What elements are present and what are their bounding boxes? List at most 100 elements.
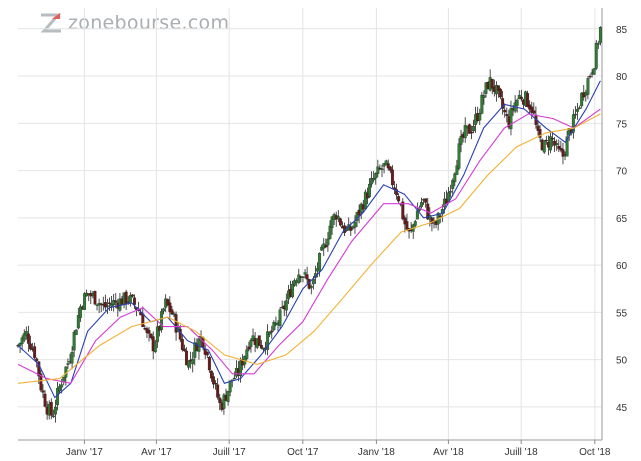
y-tick-label: 45 xyxy=(616,403,628,414)
candle-down xyxy=(41,390,45,393)
candle-down xyxy=(386,163,390,169)
candle-up xyxy=(66,363,70,365)
candle-down xyxy=(214,382,218,385)
candle-up xyxy=(420,201,423,207)
candle-up xyxy=(20,337,24,344)
candle-up xyxy=(594,42,598,69)
candle-down xyxy=(349,226,353,231)
candle-down xyxy=(505,114,509,116)
candle-up xyxy=(76,314,80,329)
candle-up xyxy=(459,135,463,145)
candle-up xyxy=(330,216,334,229)
candle-down xyxy=(182,348,186,352)
candle-up xyxy=(592,68,596,75)
candle-down xyxy=(424,198,428,203)
candle-down xyxy=(212,376,215,385)
candle-down xyxy=(503,109,507,113)
candle-up xyxy=(549,136,552,151)
candle-down xyxy=(141,313,145,328)
candle-down xyxy=(170,309,174,315)
candle-up xyxy=(291,283,295,298)
moving-average-100-line xyxy=(17,113,601,384)
candle-up xyxy=(232,377,236,380)
candle-down xyxy=(544,139,548,142)
candle-up xyxy=(60,384,64,388)
candle-up xyxy=(368,183,371,198)
candle-down xyxy=(557,145,561,149)
x-tick-label: Avr '17 xyxy=(141,447,172,458)
candle-down xyxy=(551,138,555,140)
x-tick-label: Janv '18 xyxy=(358,447,395,458)
x-tick-label: Janv '17 xyxy=(66,447,103,458)
candle-down xyxy=(49,402,53,416)
candle-down xyxy=(338,218,342,226)
candle-down xyxy=(561,149,565,157)
y-tick-label: 60 xyxy=(616,261,628,272)
candle-up xyxy=(376,166,380,174)
candle-down xyxy=(390,169,394,186)
candle-down xyxy=(559,148,563,151)
candle-up xyxy=(326,238,330,246)
moving-average-50-line xyxy=(17,108,601,384)
candle-up xyxy=(74,329,78,335)
candle-up xyxy=(480,94,484,114)
candle-up xyxy=(297,274,301,283)
candle-down xyxy=(395,189,399,196)
candle-down xyxy=(501,98,505,109)
candle-down xyxy=(99,303,103,305)
candle-up xyxy=(586,78,590,95)
candle-up xyxy=(542,140,546,153)
candle-up xyxy=(191,358,195,365)
candle-down xyxy=(39,373,43,391)
candle-up xyxy=(509,108,513,130)
candle-down xyxy=(257,335,261,346)
candle-down xyxy=(247,346,251,350)
candle-up xyxy=(374,173,378,179)
candle-up xyxy=(482,95,486,98)
candle-down xyxy=(305,274,309,280)
candle-down xyxy=(259,345,263,349)
candle-up xyxy=(162,308,166,312)
candle-up xyxy=(160,311,163,330)
candle-down xyxy=(168,302,172,312)
candle-up xyxy=(70,352,74,364)
candle-up xyxy=(272,321,276,331)
candle-up xyxy=(153,342,157,352)
candle-up xyxy=(463,125,467,139)
candle-up xyxy=(578,107,582,109)
candle-down xyxy=(397,196,401,202)
candle-down xyxy=(209,370,213,379)
candle-up xyxy=(451,180,455,189)
candle-down xyxy=(438,215,442,217)
candle-down xyxy=(270,330,274,333)
candle-up xyxy=(226,390,230,402)
candle-up xyxy=(449,191,453,193)
moving-average-20-line xyxy=(17,80,601,399)
candle-up xyxy=(571,114,575,133)
candle-up xyxy=(187,360,191,368)
x-tick-label: Juill '18 xyxy=(505,447,538,458)
candle-up xyxy=(596,43,600,45)
candle-up xyxy=(268,332,272,335)
candle-up xyxy=(172,313,176,316)
candle-up xyxy=(72,331,76,351)
candle-up xyxy=(58,386,62,392)
y-tick-label: 80 xyxy=(616,72,628,83)
candle-down xyxy=(401,201,405,220)
candle-up xyxy=(576,109,579,112)
candle-down xyxy=(149,333,153,338)
candle-down xyxy=(33,346,37,358)
candle-up xyxy=(51,415,55,418)
candle-down xyxy=(469,131,473,134)
candle-down xyxy=(133,297,136,305)
candle-down xyxy=(218,397,222,403)
candle-down xyxy=(532,110,536,114)
candle-up xyxy=(353,221,357,228)
candle-down xyxy=(108,302,111,305)
candle-down xyxy=(174,314,178,333)
candle-down xyxy=(388,166,392,171)
candle-up xyxy=(53,406,57,415)
candle-up xyxy=(78,306,82,318)
x-tick-label: Juill '17 xyxy=(213,447,246,458)
